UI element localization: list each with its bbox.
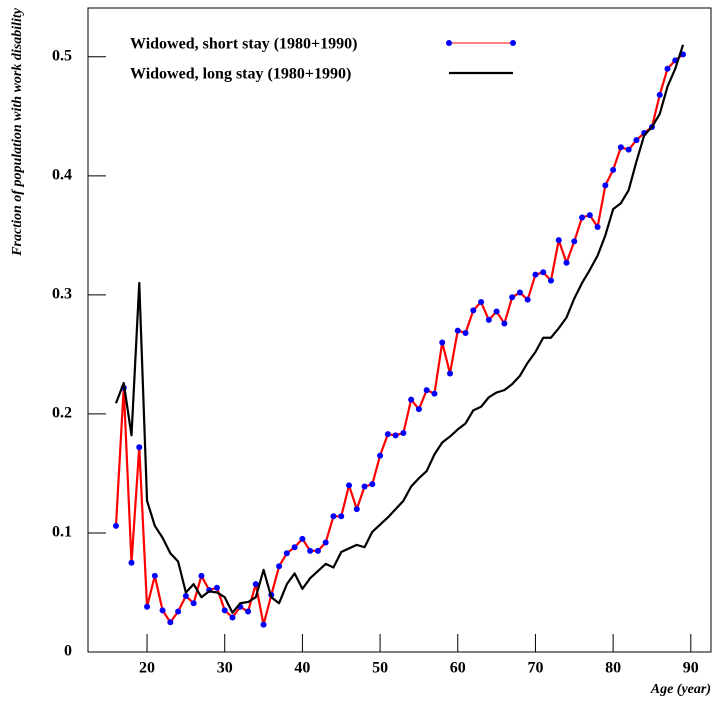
data-point bbox=[431, 390, 438, 397]
y-axis-label: Fraction of population with work disabil… bbox=[10, 7, 25, 257]
x-tick-label: 70 bbox=[527, 660, 543, 677]
data-point bbox=[144, 603, 151, 610]
data-point bbox=[314, 547, 321, 554]
data-point bbox=[159, 607, 166, 614]
data-point bbox=[656, 91, 663, 98]
data-point bbox=[524, 296, 531, 303]
data-point bbox=[361, 483, 368, 490]
data-point bbox=[516, 289, 523, 296]
data-point bbox=[151, 572, 158, 579]
data-point bbox=[369, 481, 376, 488]
x-tick-label: 20 bbox=[139, 660, 155, 677]
y-tick-label: 0.4 bbox=[52, 167, 72, 184]
data-point bbox=[213, 584, 220, 591]
data-point bbox=[555, 237, 562, 244]
data-point bbox=[260, 621, 267, 628]
data-point bbox=[462, 329, 469, 336]
data-point bbox=[330, 513, 337, 520]
data-point bbox=[182, 593, 189, 600]
y-tick-label: 0.1 bbox=[52, 524, 72, 541]
x-tick-label: 40 bbox=[294, 660, 310, 677]
data-point bbox=[276, 563, 283, 570]
data-point bbox=[392, 432, 399, 439]
x-tick-label: 60 bbox=[450, 660, 466, 677]
data-point bbox=[283, 550, 290, 557]
data-point bbox=[586, 212, 593, 219]
data-point bbox=[307, 547, 314, 554]
data-point bbox=[377, 452, 384, 459]
legend-label: Widowed, long stay (1980+1990) bbox=[130, 66, 351, 83]
data-point bbox=[439, 339, 446, 346]
data-point bbox=[470, 307, 477, 314]
data-point bbox=[346, 482, 353, 489]
data-point bbox=[423, 387, 430, 394]
data-point bbox=[190, 600, 197, 607]
data-point bbox=[602, 182, 609, 189]
data-point bbox=[245, 608, 252, 615]
data-point bbox=[400, 429, 407, 436]
data-point bbox=[617, 144, 624, 151]
data-point bbox=[299, 535, 306, 542]
x-tick-label: 30 bbox=[217, 660, 233, 677]
data-point bbox=[128, 559, 135, 566]
y-tick-label: 0 bbox=[64, 643, 72, 660]
data-point bbox=[664, 65, 671, 72]
data-point bbox=[625, 146, 632, 153]
data-point bbox=[563, 259, 570, 266]
data-point bbox=[610, 166, 617, 173]
data-point bbox=[532, 271, 539, 278]
data-point bbox=[493, 308, 500, 315]
data-point bbox=[353, 506, 360, 513]
x-tick-label: 50 bbox=[372, 660, 388, 677]
data-point bbox=[136, 444, 143, 451]
data-point bbox=[478, 299, 485, 306]
data-point bbox=[175, 608, 182, 615]
data-point bbox=[408, 396, 415, 403]
data-point bbox=[509, 294, 516, 301]
legend-marker bbox=[446, 40, 452, 46]
data-point bbox=[229, 614, 236, 621]
y-tick-label: 0.5 bbox=[52, 47, 72, 64]
data-point bbox=[291, 544, 298, 551]
plot-frame bbox=[87, 7, 712, 653]
data-point bbox=[501, 320, 508, 327]
data-point bbox=[446, 370, 453, 377]
data-point bbox=[485, 316, 492, 323]
data-point bbox=[415, 406, 422, 413]
series-line bbox=[114, 53, 684, 626]
data-point bbox=[454, 327, 461, 334]
data-point bbox=[540, 269, 547, 276]
data-point bbox=[322, 539, 329, 546]
y-tick-label: 0.2 bbox=[52, 405, 72, 422]
data-point bbox=[633, 137, 640, 144]
data-point bbox=[579, 214, 586, 221]
x-axis-label: Age (year) bbox=[650, 682, 711, 697]
data-point bbox=[594, 224, 601, 231]
data-point bbox=[338, 513, 345, 520]
data-point bbox=[252, 581, 259, 588]
data-point bbox=[384, 431, 391, 438]
data-point bbox=[112, 522, 119, 529]
data-point bbox=[167, 619, 174, 626]
series-line bbox=[114, 44, 685, 614]
x-tick-label: 80 bbox=[605, 660, 621, 677]
data-point bbox=[221, 607, 228, 614]
legend-marker bbox=[510, 40, 516, 46]
y-tick-label: 0.3 bbox=[52, 286, 72, 303]
data-point bbox=[547, 277, 554, 284]
data-point bbox=[571, 238, 578, 245]
x-tick-label: 90 bbox=[683, 660, 699, 677]
data-point bbox=[198, 572, 205, 579]
legend-label: Widowed, short stay (1980+1990) bbox=[130, 36, 358, 53]
